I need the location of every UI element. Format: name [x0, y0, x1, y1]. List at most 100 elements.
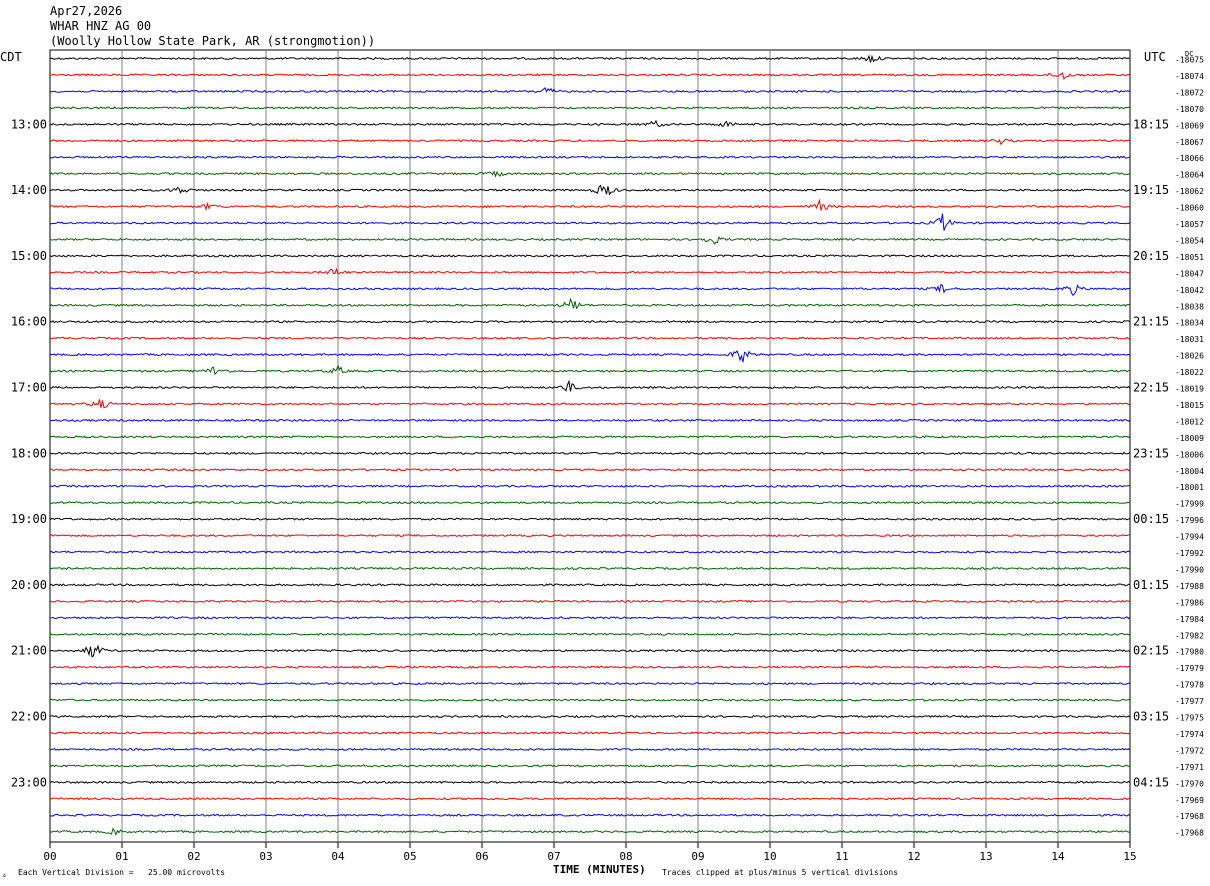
dc-offset-label: -17990: [1175, 565, 1204, 574]
trace-line: [49, 119, 1131, 128]
dc-offset-label: -17984: [1175, 615, 1204, 624]
utc-hour-label: 02:15: [1133, 644, 1169, 658]
trace-line: [49, 364, 1131, 376]
trace-line: [49, 533, 1131, 538]
trace-line: [49, 336, 1131, 340]
trace-line: [49, 399, 1131, 409]
trace-line: [49, 599, 1131, 604]
dc-offset-label: -17980: [1175, 648, 1204, 657]
dc-offset-label: -18038: [1175, 302, 1204, 311]
x-tick-label: 05: [403, 850, 416, 863]
trace-line: [49, 616, 1131, 620]
dc-offset-label: -18001: [1175, 483, 1204, 492]
dc-offset-label: -18047: [1175, 269, 1204, 278]
dc-offset-label: -18042: [1175, 286, 1204, 295]
x-tick-label: 15: [1123, 850, 1136, 863]
dc-offset-label: -18070: [1175, 105, 1204, 114]
x-axis-title: TIME (MINUTES): [553, 863, 646, 876]
dc-offset-label: -18004: [1175, 467, 1204, 476]
trace-line: [49, 501, 1131, 505]
dc-offset-label: -18066: [1175, 154, 1204, 163]
utc-hour-label: 23:15: [1133, 446, 1169, 460]
trace-line: [49, 106, 1131, 110]
trace-line: [49, 418, 1131, 423]
utc-hour-label: 03:15: [1133, 710, 1169, 724]
dc-offset-label: -18031: [1175, 335, 1204, 344]
dc-header: DC: [1185, 50, 1193, 58]
cdt-hour-label: 20:00: [11, 578, 47, 592]
plot-frame: [49, 49, 1131, 843]
dc-offset-label: -17975: [1175, 714, 1204, 723]
trace-line: [49, 566, 1131, 571]
trace-line: [49, 468, 1131, 472]
dc-offset-label: -18069: [1175, 121, 1204, 130]
dc-offset-label: -17977: [1175, 697, 1204, 706]
cdt-hour-label: 23:00: [11, 775, 47, 789]
dc-offset-label: -18012: [1175, 417, 1204, 426]
trace-line: [49, 517, 1131, 521]
dc-offset-label: -18006: [1175, 450, 1204, 459]
utc-hour-label: 00:15: [1133, 512, 1169, 526]
dc-offset-label: -18034: [1175, 319, 1204, 328]
cdt-hour-label: 19:00: [11, 512, 47, 526]
trace-line: [49, 714, 1131, 719]
x-tick-label: 02: [187, 850, 200, 863]
trace-line: [49, 350, 1131, 363]
x-tick-label: 00: [43, 850, 56, 863]
x-tick-label: 10: [763, 850, 776, 863]
trace-line: [49, 550, 1131, 554]
x-tick-label: 11: [835, 850, 848, 863]
trace-line: [49, 451, 1131, 455]
cdt-hour-label: 14:00: [11, 183, 47, 197]
dc-offset-label: -18072: [1175, 88, 1204, 97]
dc-offset-label: -18060: [1175, 204, 1204, 213]
trace-line: [49, 632, 1131, 636]
trace-line: [49, 297, 1131, 310]
trace-line: [49, 213, 1131, 231]
dc-offset-label: -18022: [1175, 368, 1204, 377]
header-location: (Woolly Hollow State Park, AR (strongmot…: [50, 34, 376, 48]
dc-offset-label: -17999: [1175, 500, 1204, 509]
dc-offset-label: -17986: [1175, 598, 1204, 607]
x-tick-label: 04: [331, 850, 345, 863]
x-tick-label: 14: [1051, 850, 1065, 863]
dc-offset-label: -18062: [1175, 187, 1204, 196]
utc-hour-label: 18:15: [1133, 117, 1169, 131]
dc-offset-label: -17970: [1175, 779, 1204, 788]
dc-offset-label: -18054: [1175, 236, 1204, 245]
trace-line: [49, 665, 1131, 669]
trace-line: [49, 254, 1131, 258]
trace-line: [49, 235, 1131, 245]
trace-line: [49, 747, 1131, 752]
trace-line: [49, 320, 1131, 324]
dc-offset-label: -17982: [1175, 631, 1204, 640]
dc-offset-label: -18064: [1175, 171, 1204, 180]
trace-line: [49, 54, 1131, 63]
cdt-hour-label: 22:00: [11, 710, 47, 724]
dc-offset-label: -17971: [1175, 763, 1204, 772]
trace-line: [49, 86, 1131, 93]
dc-offset-label: -18009: [1175, 434, 1204, 443]
trace-line: [49, 155, 1131, 159]
dc-offset-label: -17979: [1175, 664, 1204, 673]
dc-offset-label: -17996: [1175, 516, 1204, 525]
trace-line: [49, 731, 1131, 735]
trace-line: [49, 435, 1131, 439]
trace-line: [49, 184, 1131, 196]
trace-line: [49, 283, 1131, 297]
dc-offset-label: -18067: [1175, 138, 1204, 147]
trace-line: [49, 644, 1131, 658]
x-tick-label: 06: [475, 850, 488, 863]
x-tick-label: 12: [907, 850, 920, 863]
x-tick-label: 07: [547, 850, 560, 863]
trace-line: [49, 267, 1131, 275]
cdt-hour-label: 15:00: [11, 249, 47, 263]
cdt-hour-label: 17:00: [11, 381, 47, 395]
utc-hour-label: 01:15: [1133, 578, 1169, 592]
cdt-hour-label: 16:00: [11, 315, 47, 329]
dc-offset-label: -17992: [1175, 549, 1204, 558]
trace-line: [49, 827, 1131, 837]
dc-offset-label: -17994: [1175, 533, 1204, 542]
utc-hour-label: 21:15: [1133, 315, 1169, 329]
